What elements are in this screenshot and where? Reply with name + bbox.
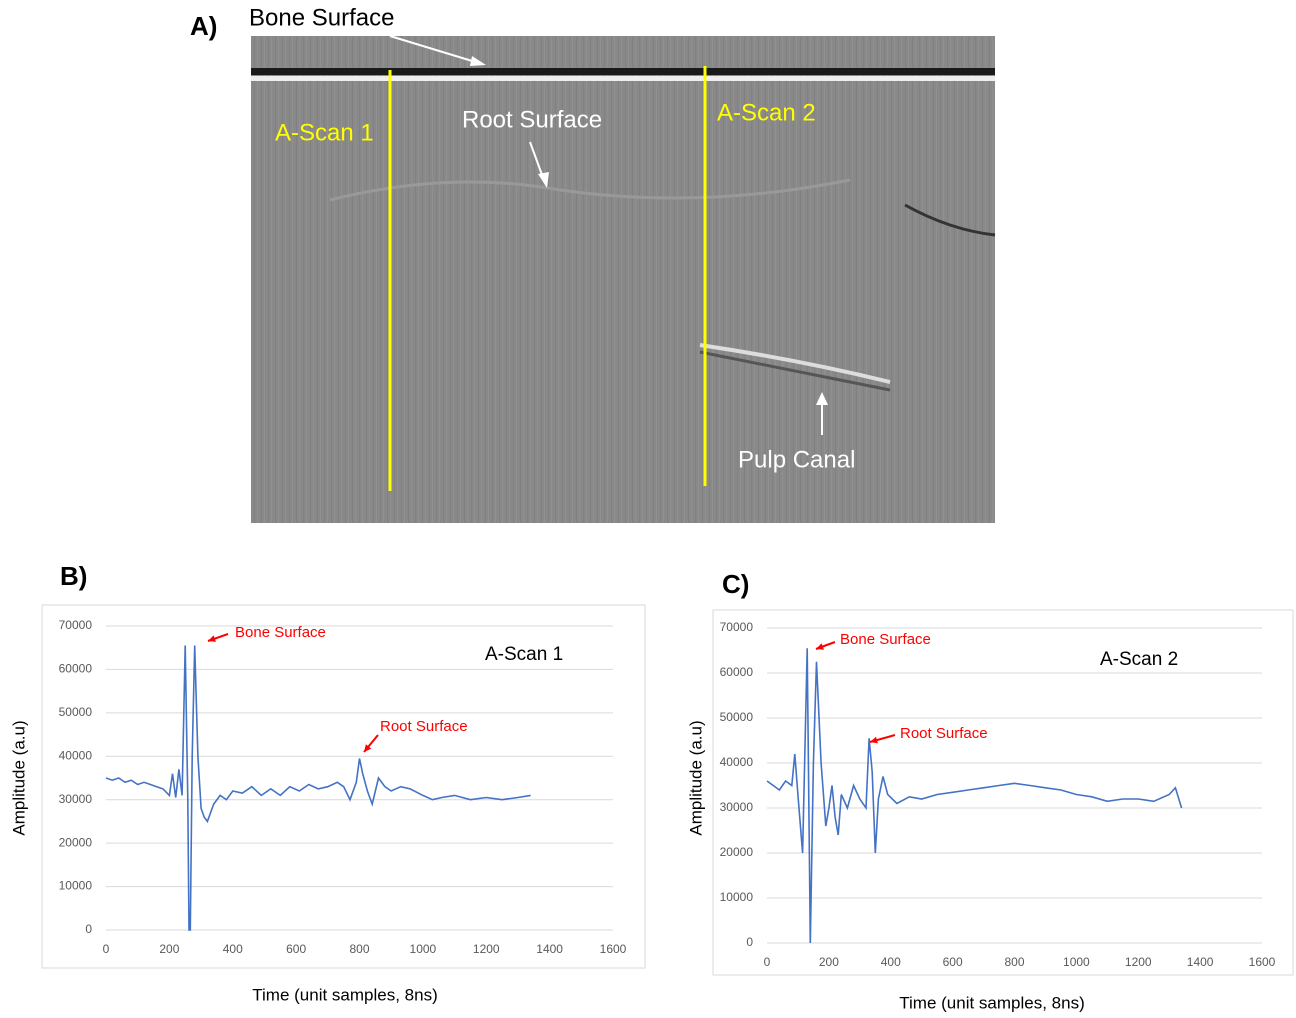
x-tick-label: 0 [103,942,110,956]
chart-note: A-Scan 1 [485,644,563,665]
y-tick-label: 0 [85,922,92,936]
x-tick-label: 1200 [1125,955,1152,969]
y-axis-title: Amplitude (a.u) [686,720,705,835]
y-tick-label: 60000 [720,665,754,679]
annotation: Bone Surface [840,631,931,648]
annotation: Bone Surface [249,4,394,31]
x-tick-label: 400 [223,942,243,956]
annotation: Root Surface [380,718,468,735]
x-tick-label: 1400 [536,942,563,956]
y-tick-label: 0 [746,935,753,949]
annotation-arrowhead [816,643,824,650]
x-tick-label: 600 [286,942,306,956]
annotation: Pulp Canal [738,446,855,473]
x-tick-label: 800 [1004,955,1024,969]
y-tick-label: 50000 [59,705,93,719]
x-axis-title: Time (unit samples, 8ns) [899,993,1084,1012]
x-tick-label: 1600 [1249,955,1276,969]
annotation: Bone Surface [235,624,326,641]
panel-label: A) [190,11,217,41]
y-axis-title: Amplitude (a.u) [9,720,28,835]
annotation-arrowhead [208,635,216,642]
y-tick-label: 40000 [720,755,754,769]
y-tick-label: 50000 [720,710,754,724]
data-line [105,645,531,931]
panel-label: B) [60,561,87,591]
x-tick-label: 1200 [473,942,500,956]
x-tick-label: 200 [819,955,839,969]
annotation: A-Scan 2 [717,99,816,126]
chart-frame [712,609,1294,976]
x-tick-label: 400 [881,955,901,969]
chart-note: A-Scan 2 [1100,649,1178,670]
y-tick-label: 20000 [59,835,93,849]
y-tick-label: 20000 [720,845,754,859]
y-tick-label: 30000 [720,800,754,814]
b-scan-image [251,35,996,523]
y-tick-label: 60000 [59,662,93,676]
annotation: Root Surface [462,106,602,133]
y-tick-label: 70000 [720,620,754,634]
data-line [766,648,1183,944]
y-tick-label: 10000 [720,890,754,904]
x-tick-label: 800 [349,942,369,956]
y-tick-label: 40000 [59,748,93,762]
annotation-arrowhead [870,736,878,744]
x-tick-label: 600 [943,955,963,969]
annotation: A-Scan 1 [275,119,374,146]
y-tick-label: 30000 [59,792,93,806]
y-tick-label: 10000 [59,879,93,893]
panel-label: C) [722,569,749,599]
annotation: Root Surface [900,725,988,742]
x-tick-label: 1000 [410,942,437,956]
y-tick-label: 70000 [59,618,93,632]
x-tick-label: 200 [159,942,179,956]
x-tick-label: 1600 [600,942,627,956]
x-tick-label: 1000 [1063,955,1090,969]
x-tick-label: 1400 [1187,955,1214,969]
annotation-arrowhead [364,744,372,752]
x-tick-label: 0 [764,955,771,969]
x-axis-title: Time (unit samples, 8ns) [252,985,437,1004]
